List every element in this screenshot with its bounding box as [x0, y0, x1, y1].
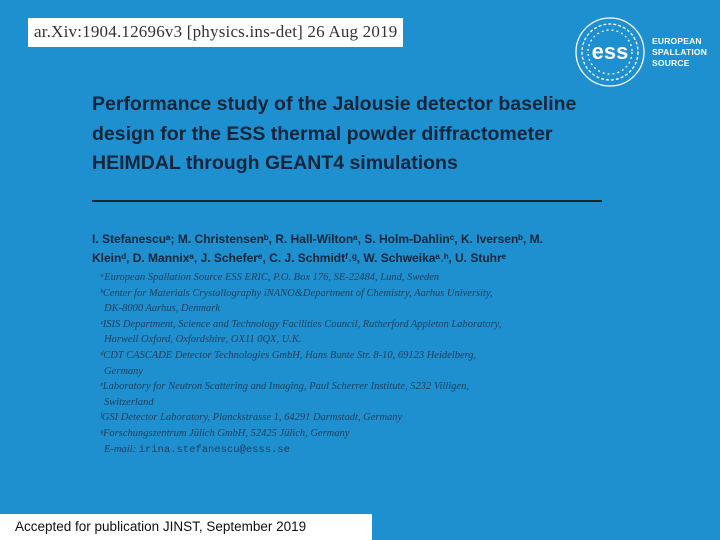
- arxiv-stamp: ar.Xiv:1904.12696v3 [physics.ins-det] 26…: [28, 18, 404, 47]
- affiliation-line: ᵈCDT CASCADE Detector Technologies GmbH,…: [100, 349, 477, 361]
- affiliation-list: ᵃEuropean Spallation Source ESS ERIC, P.…: [100, 270, 570, 458]
- publication-note: Accepted for publication JINST, Septembe…: [0, 514, 372, 540]
- affiliation-line: ᶜISIS Department, Science and Technology…: [100, 318, 502, 330]
- title-line: Performance study of the Jalousie detect…: [92, 93, 577, 115]
- ess-logo-mark: ess: [592, 39, 629, 64]
- logo-line: SPALLATION: [652, 47, 708, 57]
- affiliation-line: ᵃEuropean Spallation Source ESS ERIC, P.…: [100, 272, 440, 283]
- author-line: I. Stefanescuᵃ; M. Christensenᵇ, R. Hall…: [92, 232, 543, 246]
- author-list: I. Stefanescuᵃ; M. Christensenᵇ, R. Hall…: [92, 230, 612, 268]
- logo-line: SOURCE: [652, 58, 690, 68]
- affiliation-line: ᵉLaboratory for Neutron Scattering and I…: [100, 381, 469, 393]
- email-line: E-mail: irina.stefanescu@esss.se: [100, 442, 570, 459]
- title-line: HEIMDAL through GEANT4 simulations: [92, 152, 458, 174]
- author-line: Kleinᵈ, D. Mannixᵃ, J. Scheferᵉ, C. J. S…: [92, 251, 507, 265]
- ess-logo-icon: ess: [575, 17, 645, 87]
- affiliation-line: ᶠGSI Detector Laboratory, Planckstrasse …: [100, 412, 403, 424]
- title-divider: [92, 200, 602, 202]
- affiliation-line: ᵇCenter for Materials Crystallography iN…: [100, 287, 493, 299]
- affiliation-line: DK-8000 Aarhus, Denmark: [104, 303, 220, 315]
- affiliation-line: Switzerland: [104, 396, 154, 408]
- ess-logo-text: EUROPEAN SPALLATION SOURCE: [652, 36, 707, 69]
- email-label: E-mail:: [104, 443, 137, 455]
- paper-title: Performance study of the Jalousie detect…: [92, 90, 632, 179]
- affiliation-line: Germany: [104, 365, 144, 377]
- affiliation-line: ᵍForschungszentrum Jülich GmbH, 52425 Jü…: [100, 427, 350, 439]
- ess-logo: ess EUROPEAN SPALLATION SOURCE: [572, 14, 712, 88]
- logo-line: EUROPEAN: [652, 36, 702, 46]
- affiliation-line: Harwell Oxford, Oxfordshire, OX11 0QX, U…: [104, 334, 302, 346]
- email-address: irina.stefanescu@esss.se: [138, 443, 290, 456]
- title-line: design for the ESS thermal powder diffra…: [92, 122, 553, 145]
